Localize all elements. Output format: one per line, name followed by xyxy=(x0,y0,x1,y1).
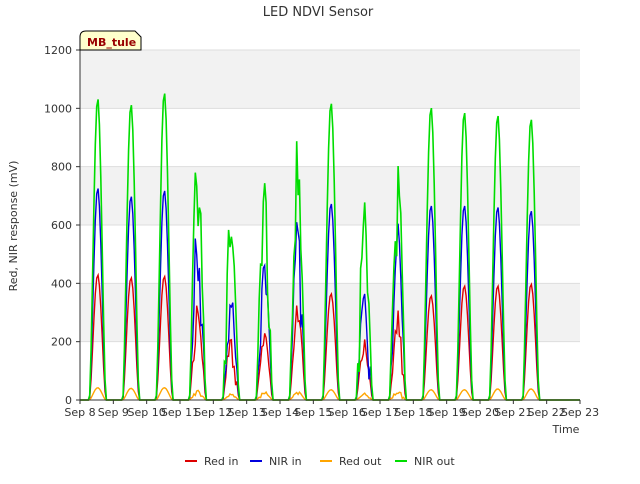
grid-band xyxy=(80,225,580,284)
legend-label: NIR out xyxy=(414,455,455,468)
x-tick-label: Sep 21 xyxy=(494,406,532,419)
x-tick-label: Sep 17 xyxy=(361,406,399,419)
y-tick-label: 1200 xyxy=(44,44,72,57)
x-tick-label: Sep 18 xyxy=(394,406,432,419)
legend: Red in NIR in Red out NIR out xyxy=(185,455,455,468)
x-tick-label: Sep 23 xyxy=(561,406,599,419)
legend-label: Red out xyxy=(339,455,382,468)
x-tick-label: Sep 14 xyxy=(261,406,299,419)
chart-title: LED NDVI Sensor xyxy=(263,5,374,20)
y-tick-label: 0 xyxy=(65,394,72,407)
y-tick-label: 400 xyxy=(51,277,72,290)
x-tick-label: Sep 15 xyxy=(294,406,332,419)
legend-label: Red in xyxy=(204,455,238,468)
series-line xyxy=(80,387,580,401)
x-tick-label: Sep 20 xyxy=(461,406,499,419)
x-tick-label: Sep 10 xyxy=(128,406,166,419)
x-tick-label: Sep 8 xyxy=(64,406,95,419)
series-line xyxy=(80,272,580,401)
x-tick-label: Sep 9 xyxy=(98,406,129,419)
series-line xyxy=(80,93,580,401)
x-tick-label: Sep 16 xyxy=(328,406,366,419)
x-tick-label: Sep 12 xyxy=(194,406,232,419)
annotation-box-shape xyxy=(79,30,142,51)
y-tick-label: 800 xyxy=(51,161,72,174)
series-layer xyxy=(80,93,580,401)
x-tick-label: Sep 19 xyxy=(428,406,466,419)
y-tick-label: 1000 xyxy=(44,102,72,115)
grid-band xyxy=(80,283,580,342)
annotation-box: MB_tule xyxy=(79,30,142,51)
x-tick-label: Sep 11 xyxy=(161,406,199,419)
x-axis-label: Time xyxy=(552,423,580,436)
y-tick-label: 600 xyxy=(51,219,72,232)
x-tick-label: Sep 13 xyxy=(228,406,266,419)
y-axis-label: Red, NIR response (mV) xyxy=(7,161,20,292)
grid-band xyxy=(80,50,580,109)
legend-label: NIR in xyxy=(269,455,302,468)
x-tick-label: Sep 22 xyxy=(528,406,566,419)
series-line xyxy=(80,188,580,401)
annotation-label: MB_tule xyxy=(87,36,136,49)
y-tick-label: 200 xyxy=(51,336,72,349)
